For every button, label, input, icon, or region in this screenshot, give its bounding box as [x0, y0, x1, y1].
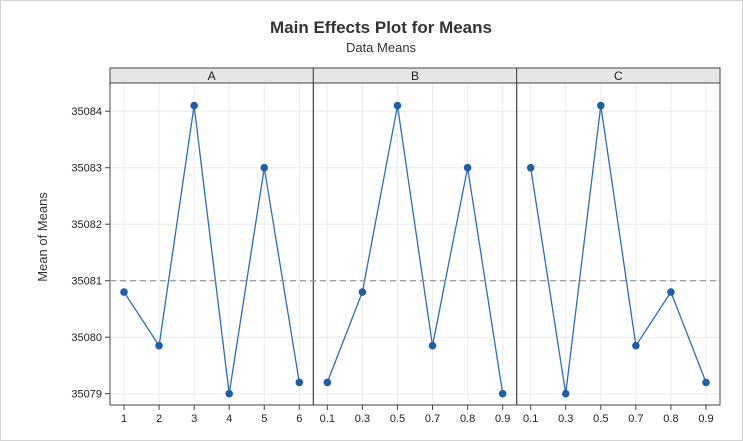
- y-tick-label: 35083: [71, 163, 102, 175]
- data-point: [225, 389, 233, 398]
- x-tick-label: 0.3: [355, 413, 370, 425]
- x-tick-label: 0.5: [390, 413, 405, 425]
- data-point: [323, 378, 332, 387]
- x-tick-label: 4: [226, 413, 232, 425]
- data-point: [393, 101, 402, 110]
- y-tick-label: 35079: [71, 389, 102, 401]
- y-tick-label: 35081: [71, 276, 102, 288]
- data-point: [463, 163, 472, 172]
- data-point: [667, 288, 675, 296]
- x-tick-label: 0.7: [628, 413, 643, 425]
- data-point: [120, 288, 128, 296]
- x-tick-label: 0.9: [495, 413, 510, 425]
- x-tick-label: 0.1: [523, 413, 538, 425]
- y-axis-label: Mean of Means: [35, 192, 50, 282]
- x-tick-label: 5: [261, 413, 267, 425]
- chart-title: Main Effects Plot for Means: [270, 18, 492, 37]
- y-tick-label: 35082: [71, 219, 102, 231]
- data-point: [358, 288, 367, 296]
- data-point: [498, 389, 507, 398]
- data-point: [190, 101, 198, 110]
- x-tick-label: 0.7: [425, 413, 440, 425]
- x-tick-label: 0.3: [558, 413, 573, 425]
- series-line-c: [530, 105, 707, 394]
- data-point: [295, 378, 304, 387]
- data-point: [702, 378, 710, 387]
- y-tick-label: 35080: [71, 332, 102, 344]
- panel-label-a: A: [208, 69, 216, 83]
- x-tick-label: 0.1: [320, 413, 335, 425]
- panel-frame-b: [312, 82, 518, 406]
- x-tick-label: 2: [156, 413, 162, 425]
- x-tick-label: 3: [191, 413, 197, 425]
- x-tick-label: 0.8: [663, 413, 678, 425]
- panel-frame-c: [516, 82, 721, 406]
- data-point: [155, 341, 163, 350]
- panel-label-c: C: [614, 69, 623, 83]
- x-tick-label: 6: [296, 413, 302, 425]
- x-tick-label: 0.5: [593, 413, 608, 425]
- series-line-a: [123, 105, 300, 394]
- chart-subtitle: Data Means: [346, 40, 417, 55]
- data-point: [561, 389, 570, 398]
- panel-frame-a: [109, 82, 314, 406]
- plot-area: A 1 2 3 4 5 6 B 0.1 0.3 0.5 0.7 0.8 0.9 C 0.1 0.3 0.5 0.7 0…: [71, 67, 721, 425]
- panel-label-b: B: [411, 69, 419, 83]
- data-point: [428, 341, 437, 350]
- y-tick-label: 35084: [71, 106, 102, 118]
- x-tick-label: 0.9: [698, 413, 713, 425]
- series-line-b: [326, 105, 504, 394]
- data-point: [632, 341, 640, 350]
- data-point: [597, 101, 605, 110]
- x-tick-label: 0.8: [460, 413, 475, 425]
- data-point: [526, 163, 535, 172]
- data-point: [260, 163, 269, 172]
- x-tick-label: 1: [121, 413, 127, 425]
